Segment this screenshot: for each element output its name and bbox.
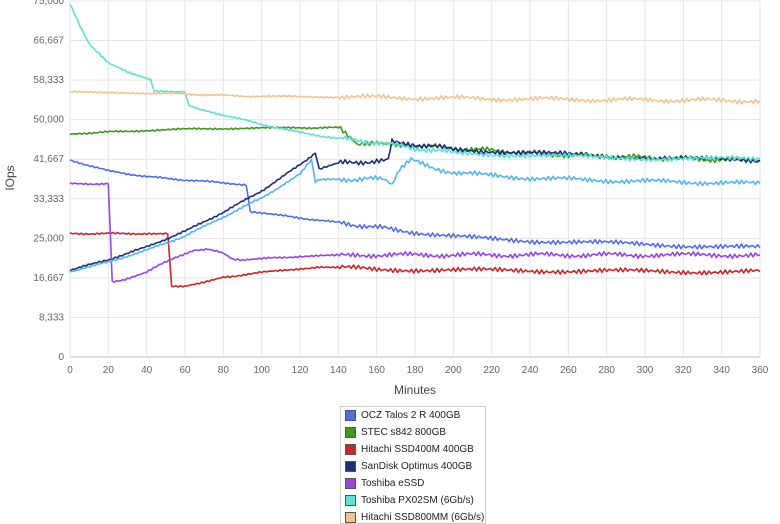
x-tick-label: 340: [713, 365, 730, 376]
legend-label: Toshiba PX02SM (6Gb/s): [361, 495, 474, 506]
x-axis-ticks: 0 20 40 60 80 100 120 140 160 180 200 220 240 260 280 3…: [67, 365, 769, 376]
legend-item: SanDisk Optimus 400GB: [341, 458, 485, 475]
legend-item: Toshiba PX02SM (6Gb/s): [341, 492, 485, 509]
series-line: [69, 138, 761, 272]
x-tick-label: 100: [253, 365, 270, 376]
x-tick-label: 140: [330, 365, 347, 376]
x-tick-label: 0: [67, 365, 73, 376]
y-tick-label: 75,000: [33, 0, 64, 7]
x-tick-label: 360: [752, 365, 769, 376]
legend-swatch: [345, 410, 356, 421]
series-lines: [69, 4, 761, 288]
legend-item: STEC s842 800GB: [341, 424, 485, 441]
legend-label: OCZ Talos 2 R 400GB: [361, 410, 461, 421]
legend-swatch: [345, 495, 356, 506]
legend-label: Toshiba eSSD: [361, 478, 425, 489]
x-tick-label: 300: [637, 365, 654, 376]
y-tick-label: 8,333: [39, 312, 64, 323]
y-tick-label: 25,000: [33, 233, 64, 244]
legend-item: Hitachi SSD800MM (6Gb/s): [341, 509, 485, 523]
x-tick-label: 80: [218, 365, 230, 376]
x-tick-label: 40: [141, 365, 153, 376]
legend-swatch: [345, 444, 356, 455]
line-chart: 0 8,333 16,667 25,000 33,333 41,667 50,000 58,3…: [3, 0, 769, 397]
legend-swatch: [345, 461, 356, 472]
legend-item: Hitachi SSD400M 400GB: [341, 441, 485, 458]
series-line: [69, 4, 761, 163]
x-tick-label: 120: [292, 365, 309, 376]
y-tick-label: 41,667: [33, 154, 64, 165]
legend-item: OCZ Talos 2 R 400GB: [341, 407, 485, 424]
y-axis-ticks: 0 8,333 16,667 25,000 33,333 41,667 50,000 58,3…: [33, 0, 64, 363]
x-axis-title: Minutes: [394, 383, 436, 397]
y-tick-label: 33,333: [33, 194, 64, 205]
series-line: [69, 181, 761, 284]
x-tick-label: 20: [103, 365, 115, 376]
legend-item: Toshiba eSSD: [341, 475, 485, 492]
x-tick-label: 260: [560, 365, 577, 376]
chart-legend: OCZ Talos 2 R 400GB STEC s842 800GB Hitach…: [340, 406, 486, 524]
x-tick-label: 320: [675, 365, 692, 376]
x-tick-label: 220: [483, 365, 500, 376]
legend-label: STEC s842 800GB: [361, 427, 447, 438]
legend-label: SanDisk Optimus 400GB: [361, 461, 473, 472]
legend-label: Hitachi SSD800MM (6Gb/s): [361, 512, 485, 523]
legend-swatch: [345, 512, 356, 523]
legend-swatch: [345, 427, 356, 438]
y-tick-label: 66,667: [33, 36, 64, 47]
y-tick-label: 50,000: [33, 115, 64, 126]
x-tick-label: 60: [179, 365, 191, 376]
x-tick-label: 160: [368, 365, 385, 376]
y-axis-title: IOps: [3, 165, 17, 190]
y-tick-label: 0: [58, 352, 64, 363]
series-line: [69, 90, 761, 105]
x-tick-label: 280: [598, 365, 615, 376]
series-line: [69, 159, 761, 250]
x-tick-label: 180: [407, 365, 424, 376]
x-tick-label: 240: [522, 365, 539, 376]
y-tick-label: 58,333: [33, 75, 64, 86]
legend-swatch: [345, 478, 356, 489]
y-tick-label: 16,667: [33, 273, 64, 284]
legend-label: Hitachi SSD400M 400GB: [361, 444, 474, 455]
series-line: [69, 157, 761, 273]
x-tick-label: 200: [445, 365, 462, 376]
series-line: [69, 231, 761, 288]
